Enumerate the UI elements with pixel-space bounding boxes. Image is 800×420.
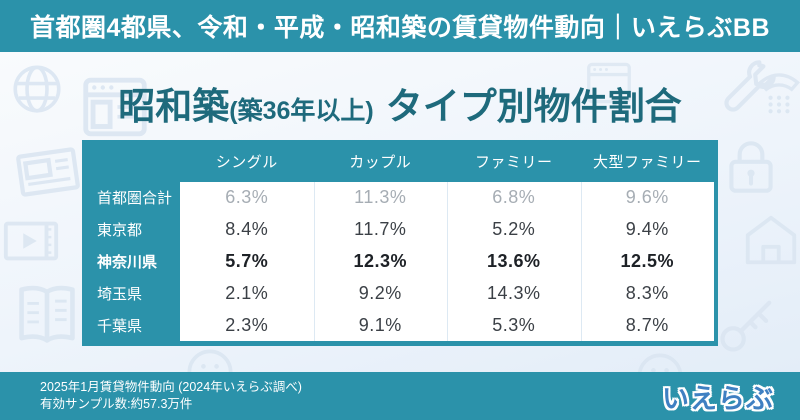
value-cell: 6.8% — [447, 182, 581, 214]
value-cell: 13.6% — [447, 245, 581, 278]
section-title-emphasis: 昭和築 — [118, 86, 230, 127]
value-cell: 5.2% — [447, 213, 581, 246]
row-label-metro-total: 首都圏合計 — [97, 190, 173, 208]
house-icon — [745, 215, 797, 265]
row-label-kanagawa: 神奈川県 — [97, 253, 158, 271]
newspaper-icon — [16, 147, 80, 197]
main-content: 昭和築 (築36年以上) タイプ別物件割合 シングル カップル ファミリー 大型… — [0, 52, 800, 372]
source-line-1: 2025年1月賃貸物件動向 (2024年いえらぶ調べ) — [40, 380, 302, 394]
source-line-2: 有効サンプル数:約57.3万件 — [40, 397, 193, 411]
wrench-icon — [724, 60, 776, 112]
value-cell: 2.3% — [180, 309, 314, 341]
value-cell: 9.6% — [580, 182, 714, 214]
value-cell: 5.3% — [447, 309, 581, 341]
footer-bar: 2025年1月賃貸物件動向 (2024年いえらぶ調べ) 有効サンプル数:約57.… — [0, 372, 800, 420]
col-header-single: シングル — [215, 153, 278, 171]
property-ratio-table: シングル カップル ファミリー 大型ファミリー 首都圏合計 6.3% 11.3%… — [82, 140, 718, 346]
value-cell: 9.1% — [313, 309, 447, 341]
phone-icon — [758, 73, 800, 114]
row-label-chiba: 千葉県 — [97, 317, 143, 335]
video-player-icon — [3, 221, 59, 261]
col-header-couple: カップル — [349, 153, 412, 171]
page-title: 首都圏4都県、令和・平成・昭和築の賃貸物件動向｜いえらぶBB — [29, 14, 770, 42]
smiley-icon — [637, 353, 683, 372]
value-cell: 8.4% — [180, 213, 314, 246]
top-header-bar: 首都圏4都県、令和・平成・昭和築の賃貸物件動向｜いえらぶBB — [0, 0, 800, 52]
value-cell: 8.7% — [580, 309, 714, 341]
ielove-logo: いえらぶ — [662, 383, 774, 414]
value-cell: 9.2% — [313, 277, 447, 310]
table-corner-cell — [82, 140, 180, 182]
value-cell: 9.4% — [580, 213, 714, 246]
value-cell: 6.3% — [180, 182, 314, 214]
browser-window-icon — [587, 62, 631, 104]
section-title: 昭和築 (築36年以上) タイプ別物件割合 — [0, 52, 800, 130]
browser-window-icon — [83, 77, 147, 137]
row-label-saitama: 埼玉県 — [97, 285, 143, 303]
smiley-icon — [187, 349, 233, 372]
value-cell: 2.1% — [180, 277, 314, 310]
value-cell: 8.3% — [580, 277, 714, 310]
value-cell: 14.3% — [447, 277, 581, 310]
value-cell: 5.7% — [180, 245, 314, 278]
row-label-tokyo: 東京都 — [97, 222, 143, 240]
section-title-rest: タイプ別物件割合 — [385, 86, 682, 127]
col-header-family: ファミリー — [474, 153, 553, 171]
value-cell: 12.3% — [313, 245, 447, 278]
section-title-qualifier: (築36年以上) — [229, 97, 374, 125]
globe-icon — [13, 65, 61, 113]
value-cell: 11.3% — [313, 182, 447, 214]
open-book-icon — [19, 285, 75, 343]
col-header-large-family: 大型ファミリー — [592, 153, 702, 171]
data-source-note: 2025年1月賃貸物件動向 (2024年いえらぶ調べ) 有効サンプル数:約57.… — [40, 379, 302, 413]
lock-icon — [729, 141, 773, 193]
background-pattern — [0, 52, 800, 372]
value-cell: 11.7% — [313, 213, 447, 246]
key-icon — [720, 300, 772, 352]
value-cell: 12.5% — [580, 245, 714, 278]
